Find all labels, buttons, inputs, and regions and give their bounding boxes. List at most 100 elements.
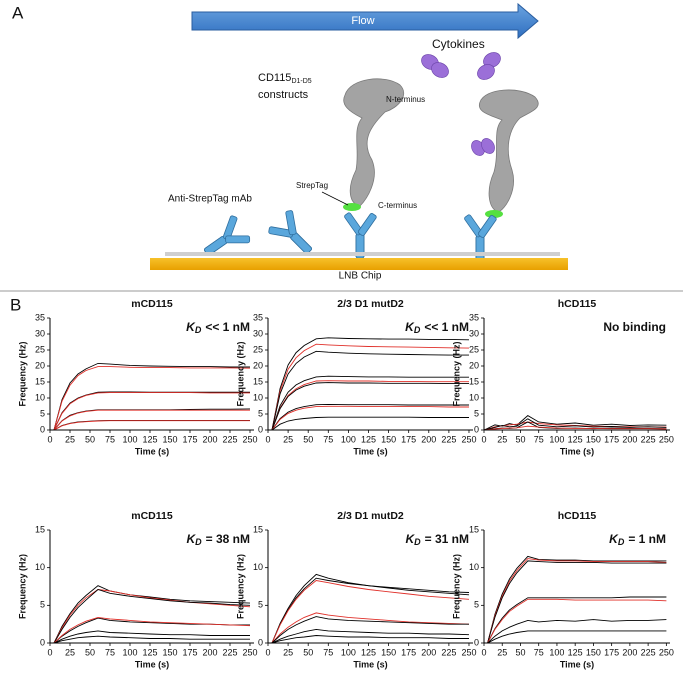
x-tick-label: 225 — [222, 647, 237, 657]
x-tick-label: 25 — [497, 647, 507, 657]
chart-title: 2/3 D1 mutD2 — [337, 510, 404, 522]
construct-sub: D1-D5 — [291, 78, 311, 85]
y-tick-label: 5 — [40, 600, 45, 610]
series-line — [268, 375, 469, 431]
x-tick-label: 250 — [461, 434, 476, 444]
y-axis-label: Frequency (Hz) — [235, 341, 245, 406]
y-tick-label: 35 — [469, 312, 479, 322]
protein-constructs — [343, 78, 539, 213]
x-tick-label: 100 — [122, 647, 137, 657]
series-line — [268, 580, 470, 644]
x-tick-label: 125 — [568, 434, 583, 444]
y-tick-label: 10 — [35, 562, 45, 572]
series-line — [50, 616, 251, 644]
y-tick-label: 15 — [253, 524, 263, 534]
series-line — [268, 403, 469, 431]
series-line — [268, 612, 470, 644]
antibody-label: Anti-StrepTag mAb — [168, 194, 252, 205]
y-tick-label: 10 — [469, 392, 479, 402]
x-tick-label: 75 — [323, 647, 333, 657]
x-tick-label: 0 — [481, 647, 486, 657]
x-tick-label: 250 — [461, 647, 476, 657]
x-tick-label: 50 — [515, 434, 525, 444]
y-tick-label: 35 — [253, 312, 263, 322]
x-tick-label: 100 — [549, 434, 564, 444]
y-tick-label: 0 — [474, 424, 479, 434]
x-tick-label: 200 — [202, 434, 217, 444]
x-tick-label: 25 — [65, 434, 75, 444]
x-tick-label: 50 — [85, 434, 95, 444]
series-line — [50, 362, 250, 431]
annotation-symbol: K — [609, 532, 619, 546]
bound-cytokine — [471, 138, 495, 156]
x-tick-label: 225 — [441, 434, 456, 444]
series-line — [268, 616, 469, 644]
y-tick-label: 0 — [40, 637, 45, 647]
series-line — [50, 420, 250, 431]
x-tick-label: 225 — [641, 434, 656, 444]
x-tick-label: 175 — [182, 434, 197, 444]
x-tick-label: 75 — [534, 434, 544, 444]
x-tick-label: 25 — [65, 647, 75, 657]
c-terminus-label: C-terminus — [378, 201, 417, 210]
series-line — [483, 418, 667, 431]
x-tick-label: 100 — [122, 434, 137, 444]
annotation-text: = 1 nM — [628, 532, 666, 546]
series-line — [484, 558, 667, 644]
series-line — [483, 425, 667, 431]
y-axis-label: Frequency (Hz) — [451, 341, 461, 406]
x-tick-label: 200 — [421, 434, 436, 444]
y-tick-label: 5 — [474, 600, 479, 610]
x-tick-label: 0 — [47, 434, 52, 444]
x-tick-label: 25 — [283, 647, 293, 657]
y-axis-label: Frequency (Hz) — [17, 341, 27, 406]
series-line — [268, 343, 470, 431]
n-terminus-label: N-terminus — [386, 95, 425, 104]
x-tick-label: 250 — [659, 647, 674, 657]
y-tick-label: 15 — [35, 524, 45, 534]
x-tick-label: 75 — [323, 434, 333, 444]
series-line — [484, 630, 667, 644]
annotation-symbol: K — [186, 532, 196, 546]
annotation-text: << 1 nM — [424, 320, 469, 334]
y-tick-label: 25 — [253, 344, 263, 354]
annotation-text: = 38 nM — [206, 532, 250, 546]
y-tick-label: 10 — [469, 562, 479, 572]
series-line — [268, 628, 470, 644]
y-tick-label: 10 — [253, 392, 263, 402]
annotation-text: No binding — [603, 320, 666, 334]
x-tick-label: 175 — [401, 647, 416, 657]
y-tick-label: 5 — [40, 408, 45, 418]
annotation: KD << 1 nM — [405, 320, 469, 335]
x-tick-label: 0 — [265, 434, 270, 444]
x-tick-label: 175 — [401, 434, 416, 444]
annotation-subscript: D — [618, 537, 625, 547]
series-line — [484, 560, 667, 644]
annotation: No binding — [603, 320, 666, 334]
series-line — [484, 596, 667, 644]
y-tick-label: 0 — [474, 637, 479, 647]
chart-title: 2/3 D1 mutD2 — [337, 298, 404, 310]
x-tick-label: 200 — [622, 434, 637, 444]
y-tick-label: 30 — [469, 328, 479, 338]
series-line — [50, 366, 251, 431]
flow-arrow — [191, 2, 539, 40]
x-tick-label: 50 — [303, 647, 313, 657]
y-tick-label: 25 — [35, 344, 45, 354]
x-tick-label: 175 — [604, 434, 619, 444]
x-tick-label: 50 — [303, 434, 313, 444]
construct-name: CD115 — [258, 72, 291, 84]
annotation-subscript: D — [195, 325, 202, 335]
series-line — [484, 598, 667, 644]
series-line — [484, 555, 667, 644]
y-tick-label: 0 — [258, 637, 263, 647]
y-tick-label: 5 — [258, 408, 263, 418]
x-axis-label: Time (s) — [353, 446, 387, 456]
x-tick-label: 225 — [441, 647, 456, 657]
annotation-symbol: K — [405, 320, 415, 334]
x-tick-label: 75 — [105, 434, 115, 444]
x-tick-label: 225 — [222, 434, 237, 444]
y-tick-label: 15 — [253, 376, 263, 386]
x-tick-label: 100 — [341, 647, 356, 657]
